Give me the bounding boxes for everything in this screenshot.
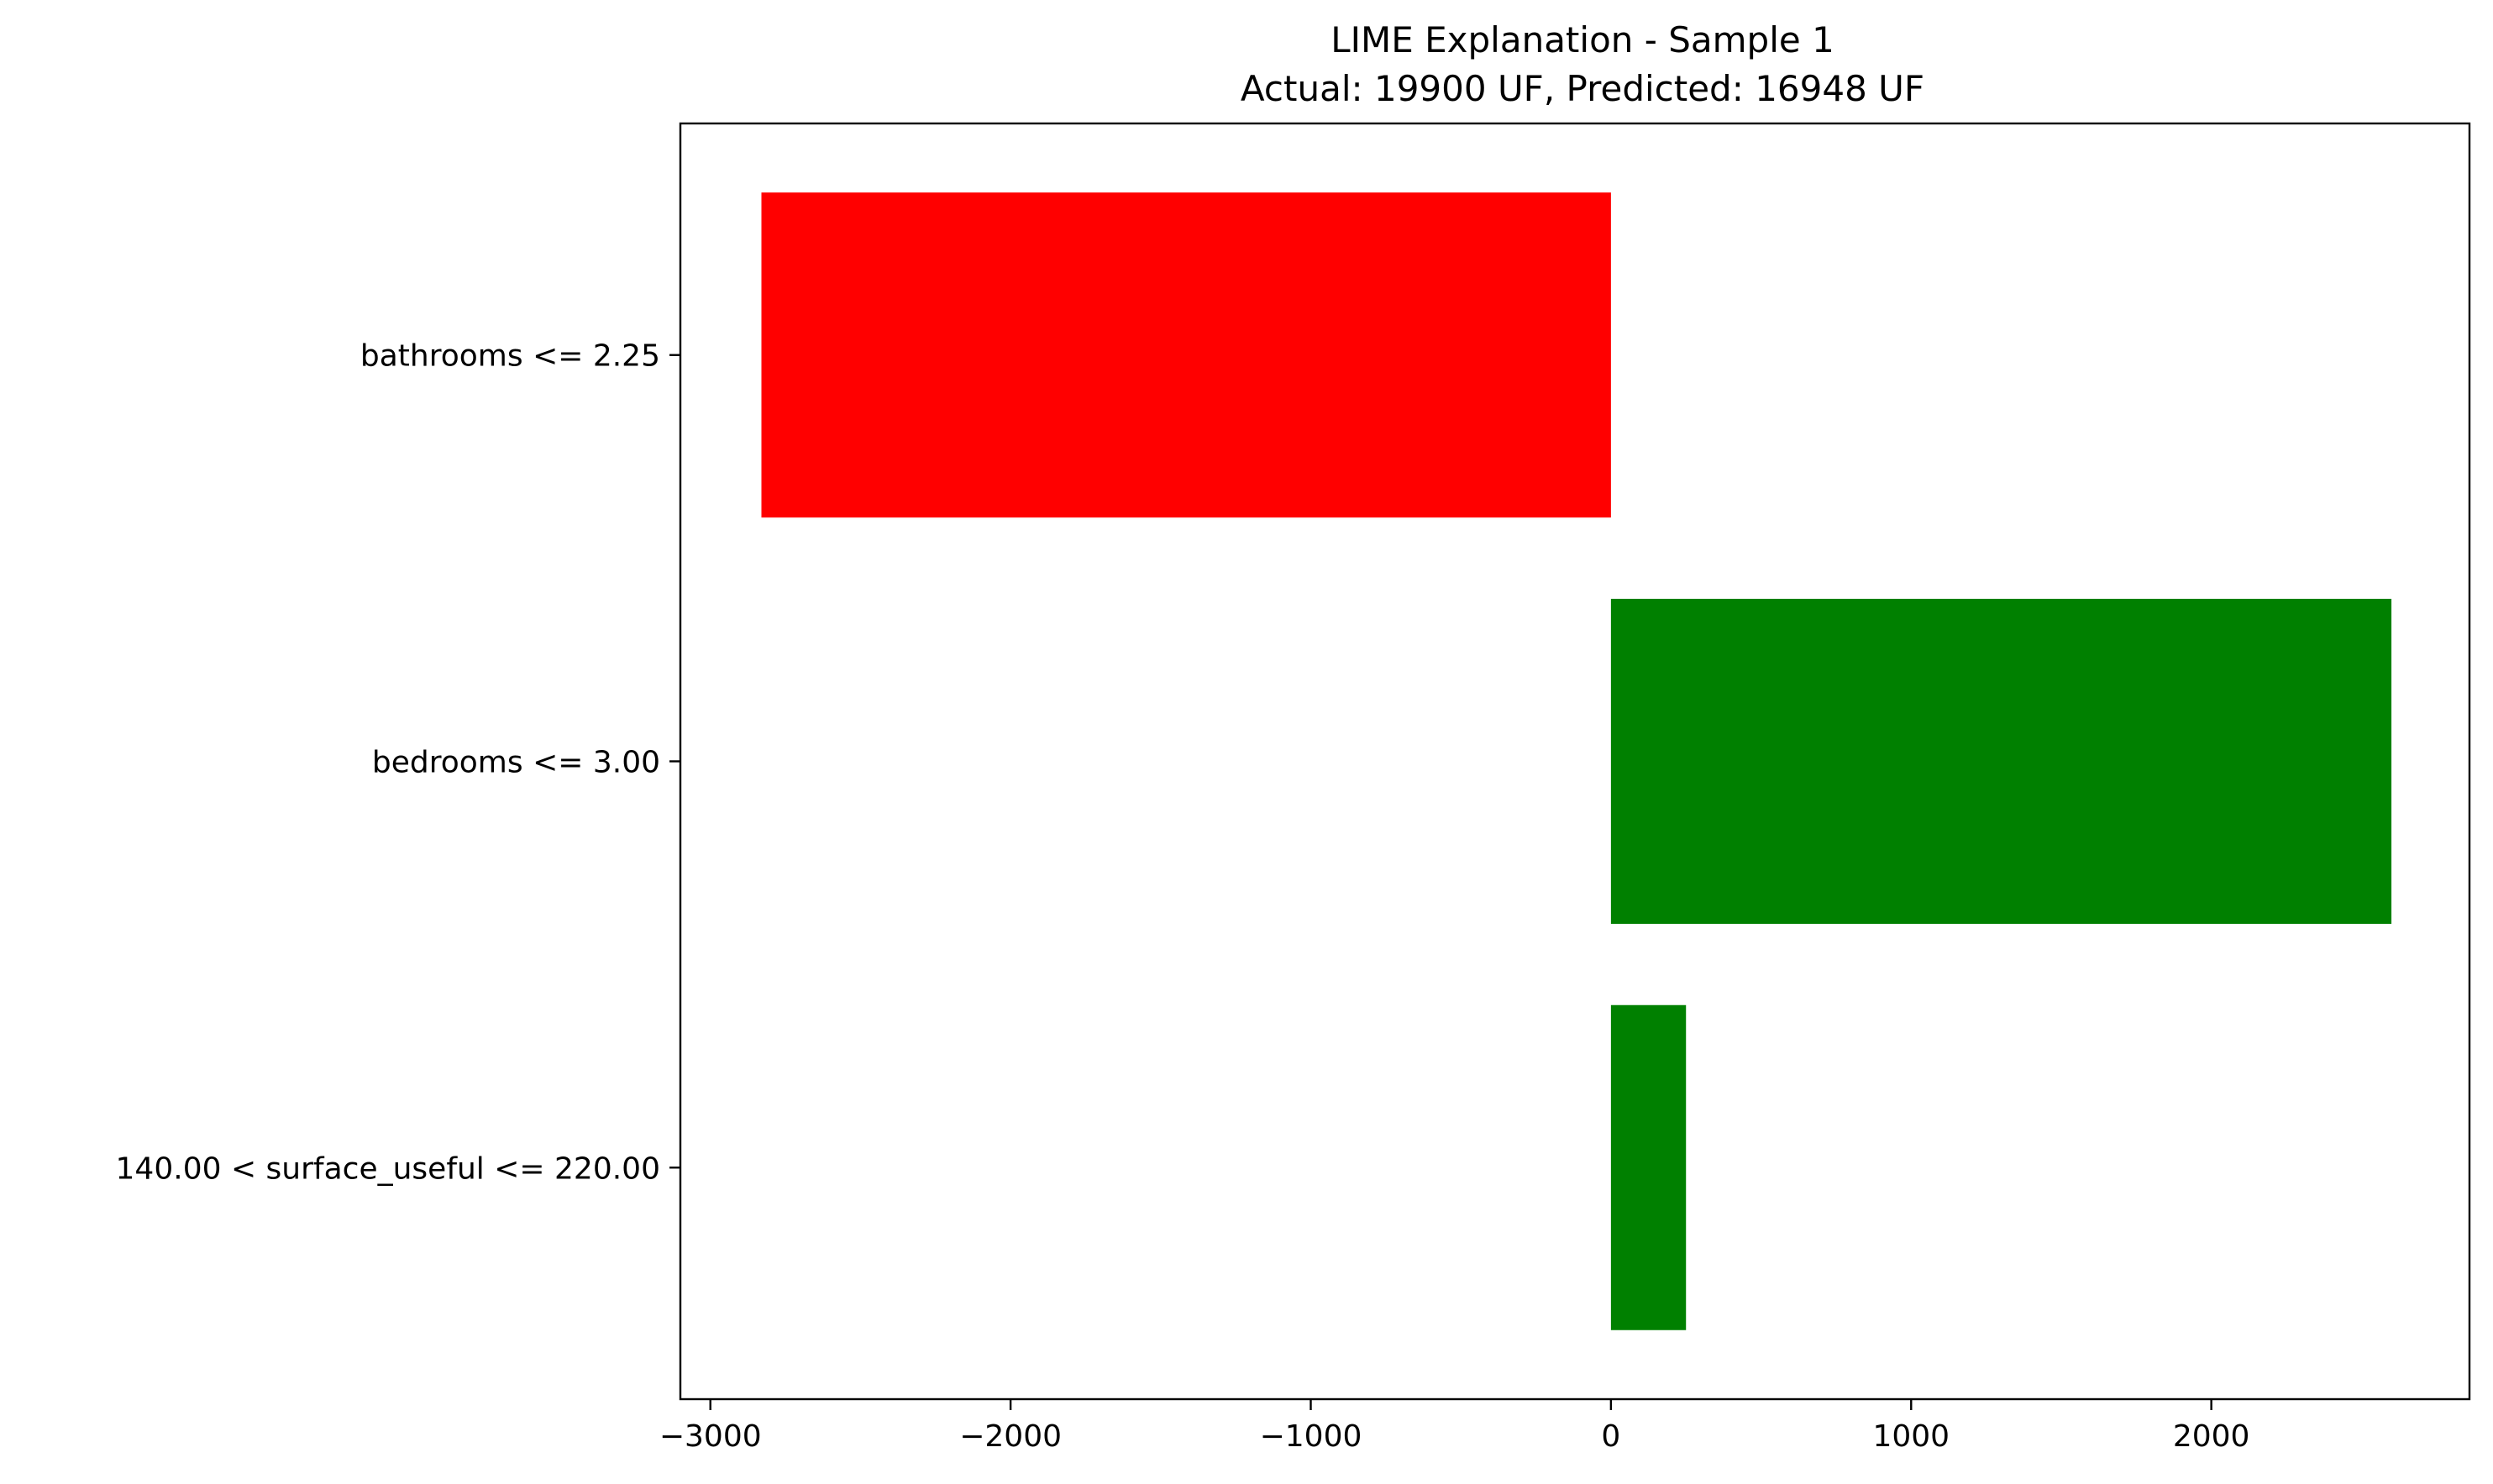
y-tick-label-1: bathrooms <= 2.25 [360, 339, 660, 374]
x-tick-label-5: 1000 [1872, 1419, 1950, 1454]
bar-2 [1610, 598, 2392, 925]
bar-1 [761, 192, 1611, 518]
x-tick-label-3: −1000 [1260, 1419, 1362, 1454]
y-axis-ticks: bathrooms <= 2.25 bedrooms <= 3.00 140.00 … [116, 339, 680, 1186]
plot-area-frame [679, 122, 2471, 1401]
x-tick-label-1: −3000 [659, 1419, 762, 1454]
chart-title: LIME Explanation - Sample 1 [1330, 19, 1834, 60]
x-tick-label-6: 2000 [2173, 1419, 2250, 1454]
x-tick-label-4: 0 [1601, 1419, 1620, 1454]
chart-subtitle: Actual: 19900 UF, Predicted: 16948 UF [1241, 68, 1924, 109]
y-tick-label-2: bedrooms <= 3.00 [372, 746, 660, 780]
x-axis-ticks: −3000 −2000 −1000 0 1000 2000 [659, 1399, 2250, 1454]
bars-group [761, 192, 2392, 1330]
bar-3 [1610, 1004, 1687, 1330]
y-tick-label-3: 140.00 < surface_useful <= 220.00 [116, 1151, 660, 1186]
x-tick-label-2: −2000 [959, 1419, 1062, 1454]
